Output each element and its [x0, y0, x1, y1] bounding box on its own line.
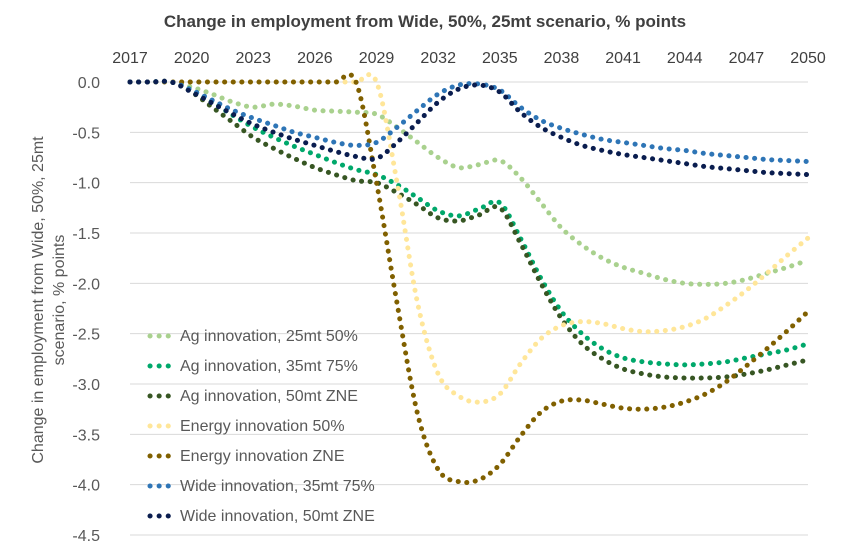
x-tick-label: 2041 [605, 50, 641, 67]
series-line [127, 78, 811, 165]
y-tick-label: -4.5 [72, 528, 100, 545]
legend-item: Ag innovation, 25mt 50% [147, 328, 358, 345]
legend-item: Energy innovation ZNE [147, 448, 345, 465]
x-tick-label: 2038 [544, 50, 580, 67]
x-tick-label: 2026 [297, 50, 333, 67]
x-tick-label: 2023 [235, 50, 271, 67]
y-tick-label: 0.0 [78, 75, 100, 92]
legend-label: Ag innovation, 50mt ZNE [180, 388, 358, 405]
x-tick-label: 2047 [729, 50, 765, 67]
series-line [127, 78, 811, 381]
series-line [127, 72, 811, 405]
x-tick-label: 2035 [482, 50, 518, 67]
y-tick-label: -2.5 [72, 327, 100, 344]
legend-item: Ag innovation, 35mt 75% [147, 358, 358, 375]
x-axis: 2017 2020 2023 2026 2029 2032 2035 2038 2041 2044… [112, 50, 826, 67]
legend-label: Wide innovation, 35mt 75% [180, 478, 375, 495]
series-line [127, 78, 811, 178]
y-tick-label: -1.5 [72, 226, 100, 243]
legend-label: Ag innovation, 25mt 50% [180, 328, 358, 345]
legend-label: Energy innovation ZNE [180, 448, 345, 465]
plot-area [127, 72, 811, 485]
y-tick-label: -3.0 [72, 377, 100, 394]
y-tick-label: -3.5 [72, 427, 100, 444]
legend-item: Energy innovation 50% [147, 418, 345, 435]
x-tick-label: 2044 [667, 50, 703, 67]
legend-label: Energy innovation 50% [180, 418, 345, 435]
series-line [127, 79, 811, 287]
gridlines [130, 81, 808, 536]
y-axis-title-line: Change in employment from Wide, 50%, 25m… [30, 136, 47, 464]
x-tick-label: 2050 [790, 50, 826, 67]
x-tick-label: 2029 [359, 50, 395, 67]
y-tick-label: -0.5 [72, 125, 100, 142]
y-axis-title-line: scenario, % points [51, 235, 68, 366]
legend-item: Ag innovation, 50mt ZNE [147, 388, 358, 405]
x-tick-label: 2032 [420, 50, 456, 67]
y-tick-label: -2.0 [72, 276, 100, 293]
y-tick-label: -4.0 [72, 478, 100, 495]
series-line [127, 78, 811, 368]
legend-item: Wide innovation, 35mt 75% [147, 478, 375, 495]
y-axis: 0.0 -0.5 -1.0 -1.5 -2.0 -2.5 -3.0 -3.5 -4.0 -4.5 [72, 75, 100, 545]
series-line [127, 72, 811, 485]
legend-label: Wide innovation, 50mt ZNE [180, 508, 375, 525]
chart-title: Change in employment from Wide, 50%, 25m… [164, 12, 686, 31]
x-tick-label: 2020 [174, 50, 210, 67]
x-tick-label: 2017 [112, 50, 148, 67]
legend-item: Wide innovation, 50mt ZNE [147, 508, 375, 525]
y-tick-label: -1.0 [72, 176, 100, 193]
y-axis-title: Change in employment from Wide, 50%, 25m… [30, 136, 68, 464]
legend: Ag innovation, 25mt 50% Ag innovation, 35… [147, 328, 375, 525]
legend-label: Ag innovation, 35mt 75% [180, 358, 358, 375]
